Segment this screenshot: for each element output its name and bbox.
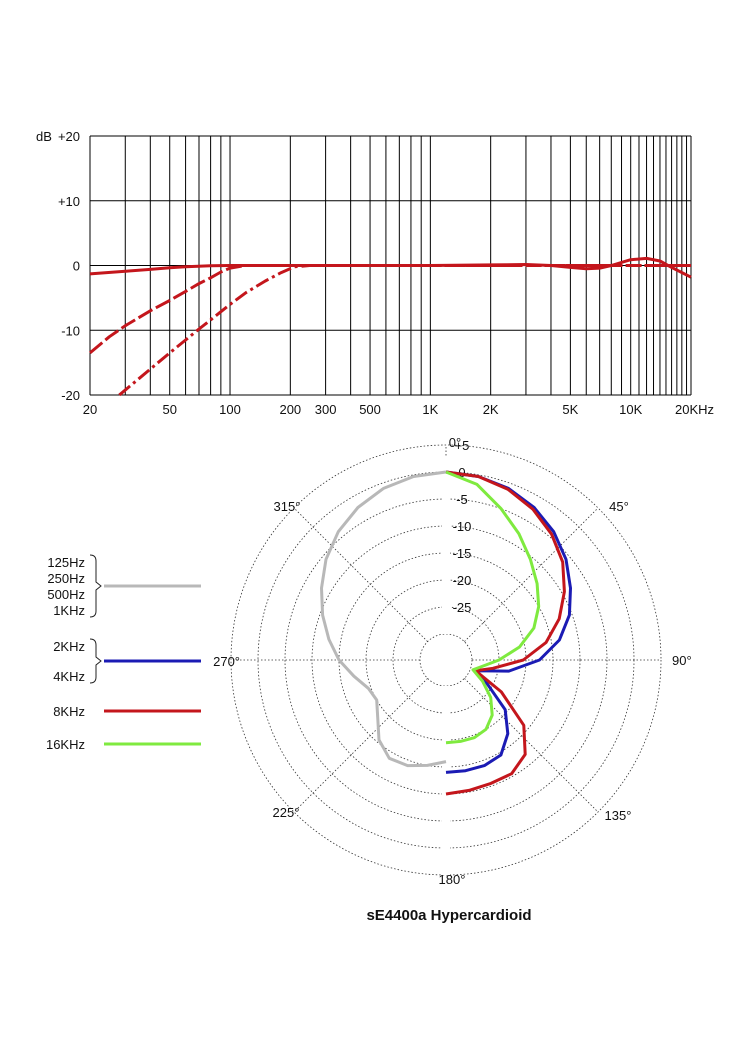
angle-label: 180° [439,872,466,887]
polar-spoke [293,507,428,642]
x-tick-label: 50 [162,402,176,417]
frequency-series [89,256,692,397]
polar-ring [230,444,662,876]
angle-label: 135° [605,808,632,823]
x-tick-label: 100 [219,402,241,417]
x-tick-label: 20 [83,402,97,417]
legend-brace [89,554,102,618]
y-tick-label: +20 [58,129,80,144]
polar-pattern-chart: +5 0 -5 -10 -15 -20 -25 0° 45° 90° 135° 180° 225° 27… [46,435,692,924]
radial-tick-label: -20 [453,573,472,588]
y-tick-label: 0 [73,259,80,274]
frequency-response-chart: dB +20 +10 0 -10 -20 20 50 100 200 300 500 1K 2K 5K 1… [36,129,714,417]
y-axis-label: dB [36,129,52,144]
radial-tick-label: +5 [455,438,470,453]
legend-label: 8KHz [53,704,85,719]
polar-response-curve [320,470,447,768]
x-tick-label: 2K [483,402,499,417]
polar-series [320,470,572,796]
x-tick-label: 300 [315,402,337,417]
angle-label: 315° [274,499,301,514]
y-tick-label: -10 [61,323,80,338]
angle-labels: 0° 45° 90° 135° 180° 225° 270° 315° [213,435,692,887]
response-line-dashed [89,264,691,355]
y-tick-labels: +20 +10 0 -10 -20 [58,129,80,403]
angle-label: 90° [672,653,692,668]
x-tick-label: 1K [422,402,438,417]
y-tick-label: -20 [61,388,80,403]
polar-grid [230,444,662,876]
radial-tick-label: -15 [453,546,472,561]
axis-label-band [442,457,450,634]
polar-spoke [464,507,599,642]
radial-tick-labels: +5 0 -5 -10 -15 -20 -25 [453,438,472,615]
response-line-dash-dot [118,264,691,397]
radial-tick-label: -25 [453,600,472,615]
legend-label: 250Hz [47,571,85,586]
radial-tick-label: -10 [453,519,472,534]
response-line-solid [89,256,692,279]
angle-label: 0° [449,435,461,450]
polar-response-curve [445,470,541,745]
polar-response-curve [445,470,572,774]
x-tick-label: 500 [359,402,381,417]
legend-label: 2KHz [53,639,85,654]
polar-spoke [293,678,428,813]
chart-title: sE4400a Hypercardioid [366,907,531,924]
angle-label: 225° [273,805,300,820]
x-tick-label: 200 [279,402,301,417]
legend-brace [89,638,102,684]
x-tick-label: 10K [619,402,642,417]
y-tick-label: +10 [58,194,80,209]
radial-tick-label: 0 [458,465,465,480]
x-tick-label: 20KHz [675,402,714,417]
x-tick-labels: 20 50 100 200 300 500 1K 2K 5K 10K 20KHz [83,402,714,417]
radial-tick-label: -5 [456,492,468,507]
polar-response-curve [445,470,566,796]
legend-label: 500Hz [47,587,85,602]
polar-spoke [464,678,599,813]
legend-label: 16KHz [46,737,85,752]
angle-label: 270° [213,654,240,669]
x-tick-label: 5K [562,402,578,417]
angle-label: 45° [609,499,629,514]
legend-label: 1KHz [53,603,85,618]
legend-label: 125Hz [47,555,85,570]
axis-gap-bottom [442,686,450,875]
polar-ring [419,633,473,687]
legend-label: 4KHz [53,669,85,684]
